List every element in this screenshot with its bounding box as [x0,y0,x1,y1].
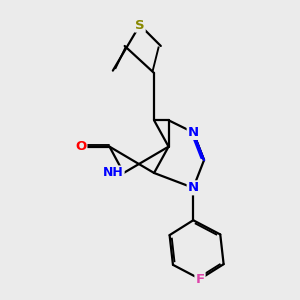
Text: N: N [188,181,199,194]
Text: NH: NH [103,167,124,179]
Text: N: N [188,126,199,139]
Text: S: S [135,19,145,32]
Text: F: F [195,272,205,286]
Text: O: O [75,140,86,153]
